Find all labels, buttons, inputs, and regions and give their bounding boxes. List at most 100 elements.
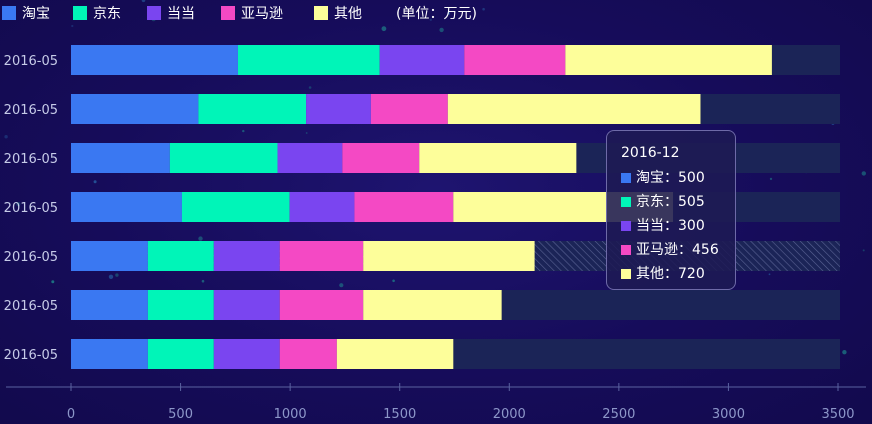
background-particle (439, 27, 444, 33)
legend: 淘宝 京东 当当 亚马逊 其他 (2, 6, 362, 22)
tooltip-row: 京东：505 (621, 190, 735, 214)
bar-segment[interactable] (277, 143, 343, 173)
bar-segment[interactable] (169, 143, 278, 173)
bar-segment[interactable] (342, 143, 420, 173)
bar-segment[interactable] (354, 192, 454, 222)
background-particle (201, 279, 205, 283)
bar-segment[interactable] (71, 143, 170, 173)
bar-segment[interactable] (71, 241, 148, 271)
bar-segment[interactable] (279, 241, 364, 271)
bar-segment[interactable] (147, 339, 214, 369)
bar-segment[interactable] (181, 192, 290, 222)
tooltip-swatch (621, 221, 631, 231)
bar-segment[interactable] (71, 94, 199, 124)
bar-segment[interactable] (147, 290, 214, 320)
background-particle (4, 135, 8, 139)
tooltip-rows: 淘宝：500 京东：505 当当：300 亚马逊：456 其他：720 (621, 166, 735, 286)
tooltip-swatch (621, 197, 631, 207)
bar-segment[interactable] (336, 339, 454, 369)
bar-segment[interactable] (419, 143, 577, 173)
tooltip-swatch (621, 245, 631, 255)
tooltip-row-label: 当当：300 (636, 218, 705, 234)
background-particle (51, 280, 55, 284)
background-particle (93, 180, 97, 184)
bar-segment[interactable] (289, 192, 355, 222)
background-particle (381, 26, 387, 32)
bar-segment[interactable] (71, 192, 182, 222)
bar-segment[interactable] (237, 45, 380, 75)
tick-label: 1000 (274, 407, 307, 422)
bar-segment[interactable] (363, 241, 535, 271)
tooltip-row-label: 其他：720 (636, 266, 705, 282)
background-particle (305, 132, 308, 134)
bar-segment[interactable] (279, 339, 337, 369)
bar-segment[interactable] (71, 290, 148, 320)
tooltip-swatch (621, 269, 631, 279)
background-particle (862, 249, 865, 252)
bar-segment[interactable] (306, 94, 371, 124)
legend-swatch (2, 6, 16, 20)
legend-label: 当当 (167, 6, 195, 22)
category-label: 2016-05 (4, 348, 58, 363)
bar-segment[interactable] (71, 339, 148, 369)
tick-label: 2000 (493, 407, 526, 422)
legend-swatch (73, 6, 87, 20)
tooltip-row-label: 淘宝：500 (636, 170, 705, 186)
tick-label: 1500 (383, 407, 416, 422)
legend-item[interactable]: 亚马逊 (221, 6, 283, 22)
bar-segment[interactable] (363, 290, 502, 320)
bar-segment[interactable] (565, 45, 772, 75)
bar-segment[interactable] (213, 339, 280, 369)
background-particle (198, 236, 203, 241)
bar-segment[interactable] (447, 94, 701, 124)
legend-item[interactable]: 其他 (314, 6, 362, 22)
legend-item[interactable]: 淘宝 (2, 6, 50, 22)
bar-segment[interactable] (147, 241, 214, 271)
background-particle (842, 350, 847, 355)
background-particle (308, 86, 312, 89)
background-particle (108, 274, 114, 279)
tick-label: 3500 (821, 407, 854, 422)
tooltip-row-label: 亚马逊：456 (636, 242, 719, 258)
tooltip-row: 亚马逊：456 (621, 238, 735, 262)
bar-segment[interactable] (198, 94, 307, 124)
category-label: 2016-05 (4, 201, 58, 216)
legend-label: 京东 (93, 6, 121, 22)
tooltip-row: 其他：720 (621, 262, 735, 286)
tooltip-row: 当当：300 (621, 214, 735, 238)
tick-label: 2500 (602, 407, 635, 422)
tooltip-title: 2016-12 (621, 145, 680, 161)
bar-segment[interactable] (71, 45, 238, 75)
legend-label: 淘宝 (22, 6, 50, 22)
bar-segment[interactable] (370, 94, 448, 124)
bar-segment[interactable] (213, 241, 280, 271)
bar-segment[interactable] (464, 45, 566, 75)
bar-segment[interactable] (379, 45, 465, 75)
background-particle (16, 202, 21, 207)
bar-segment[interactable] (213, 290, 280, 320)
background-particle (242, 129, 245, 133)
background-particle (392, 279, 395, 283)
category-label: 2016-05 (4, 250, 58, 265)
background-particle (141, 0, 146, 3)
background-particle (861, 171, 866, 176)
tick-label: 0 (67, 407, 75, 422)
legend-label: 亚马逊 (241, 6, 283, 22)
legend-label: 其他 (334, 6, 362, 22)
background-particle (768, 273, 771, 276)
category-label: 2016-05 (4, 152, 58, 167)
background-particle (482, 7, 485, 11)
category-label: 2016-05 (4, 103, 58, 118)
legend-item[interactable]: 当当 (147, 6, 195, 22)
unit-label: (单位：万元) (396, 6, 477, 22)
legend-item[interactable]: 京东 (73, 6, 121, 22)
background-particle (71, 24, 74, 28)
legend-swatch (314, 6, 328, 20)
background-particle (447, 12, 450, 15)
background-particle (115, 273, 119, 277)
tooltip-row-label: 京东：505 (636, 194, 705, 210)
tick-label: 500 (168, 407, 193, 422)
legend-swatch (221, 6, 235, 20)
legend-swatch (147, 6, 161, 20)
bar-segment[interactable] (279, 290, 364, 320)
